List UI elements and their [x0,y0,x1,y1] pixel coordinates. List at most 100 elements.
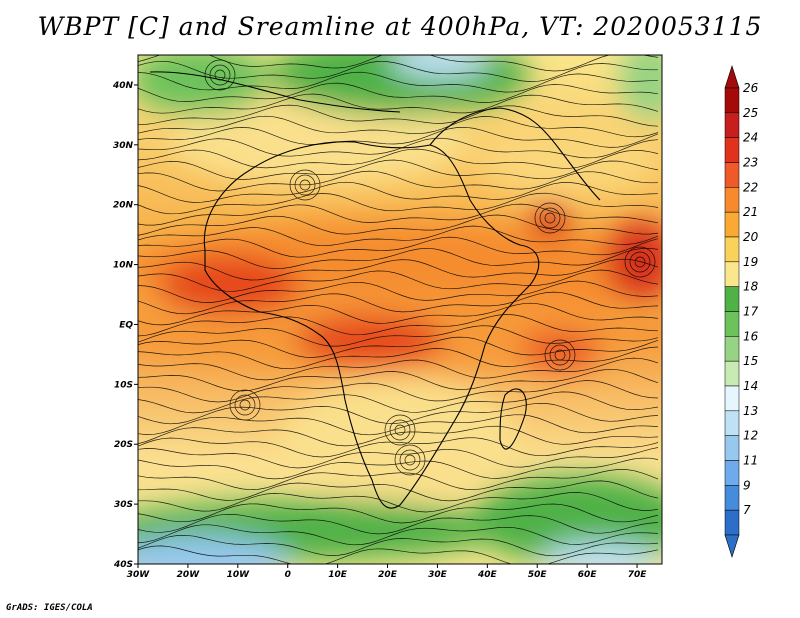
lon-label: 20E [378,570,398,580]
longitude-labels: 30W 20W 10W 0 10E 20E 30E 40E 50E 60E 70E [127,564,647,580]
vortex-ring [384,414,416,446]
streamline [138,60,658,82]
vortex-ring [229,389,261,421]
colorbar-label: 15 [743,354,758,368]
streamline [138,380,659,403]
colorbar: 26 25 24 23 22 21 20 19 18 17 16 15 14 13 12 11 9 7 [724,65,759,558]
colorbar-label: 12 [743,429,758,443]
streamline [138,524,659,546]
vortex-ring [544,212,556,224]
colorbar-label: 7 [743,503,751,517]
streamline [138,302,659,326]
colorbar-swatch [724,360,740,387]
colorbar-swatch [724,311,740,337]
streamline [138,137,659,159]
vortex-ring [294,174,316,196]
streamline [138,181,659,203]
vortex-ring [544,339,576,371]
vortex-ring [234,394,256,416]
vortex-ring [554,349,566,361]
colorbar-label: 14 [743,379,758,393]
streamline [138,214,659,236]
streamline [138,368,659,392]
colorbar-label: 26 [743,81,759,95]
colorbar-label: 11 [743,454,758,468]
streamline [138,391,659,414]
streamline [138,126,659,148]
vortex-ring [624,246,656,278]
streamline [138,336,659,358]
colorbar-label: 25 [743,106,758,120]
streamline [138,346,659,370]
lon-label: 60E [578,570,598,580]
colorbar-label: 9 [743,478,751,492]
streamline [138,545,659,564]
colorbar-swatch [724,261,740,287]
vortex-ring [634,256,646,268]
streamline [138,159,659,180]
lat-label: 30S [114,500,133,510]
lat-label: 40S [113,560,133,570]
streamline [138,414,659,436]
lon-label: 70E [628,570,648,580]
vortex-ring [204,59,236,91]
colorbar-label: 17 [743,305,759,319]
streamline [138,457,659,480]
colorbar-swatch [724,509,740,536]
streamline [138,192,659,215]
colorbar-label: 16 [743,329,759,343]
colorbar-swatch [724,460,740,486]
streamline [138,93,659,114]
lat-label: 20N [113,201,134,211]
lon-label: 10W [227,570,251,580]
vortex-ring [394,424,406,436]
streamline [138,203,659,226]
streamline [138,104,659,127]
vortex-ring [534,202,566,234]
field-layer [138,55,662,564]
streamline [138,291,659,315]
colorbar-bottom-arrow [724,534,740,558]
colorbar-swatch [724,435,740,461]
streamline [138,325,659,347]
vortex-ring [539,207,561,229]
lon-label: 10E [328,570,348,580]
vortex-ring [404,454,416,466]
vortex-ring [629,251,651,273]
streamline [138,82,659,103]
colorbar-label: 18 [743,280,759,294]
lat-label: EQ [119,320,133,330]
vortex-ring [549,344,571,366]
streamline [138,71,659,93]
colorbar-swatch [724,385,740,412]
colorbar-label: 24 [743,131,758,145]
streamline [138,480,659,502]
colorbar-swatch [724,187,740,213]
vortex-ring [399,449,421,471]
streamline [138,280,659,303]
streamline [138,425,659,447]
map-frame [137,54,663,565]
coastlines [149,71,601,509]
lon-label: 0 [285,570,291,580]
streamline [138,236,659,258]
streamline [138,437,659,458]
vortex-ring [289,169,321,201]
colorbar-label: 19 [743,255,758,269]
colorbar-swatch [724,410,740,436]
colorbar-top-arrow [724,65,740,89]
vortex-ring [394,444,426,476]
lat-label: 10S [114,380,133,390]
map-title: WBPT [C] and Sreamline at 400hPa, VT: 20… [37,12,763,41]
streamline [138,115,659,138]
vortex-ring [389,419,411,441]
streamline [138,314,659,337]
streamline [138,513,659,535]
lon-label: 20W [177,570,201,580]
streamline [138,534,659,557]
lat-label: 40N [112,81,134,91]
vortex-ring [209,64,231,86]
colorbar-swatch [724,137,740,163]
lon-label: 40E [477,570,498,580]
